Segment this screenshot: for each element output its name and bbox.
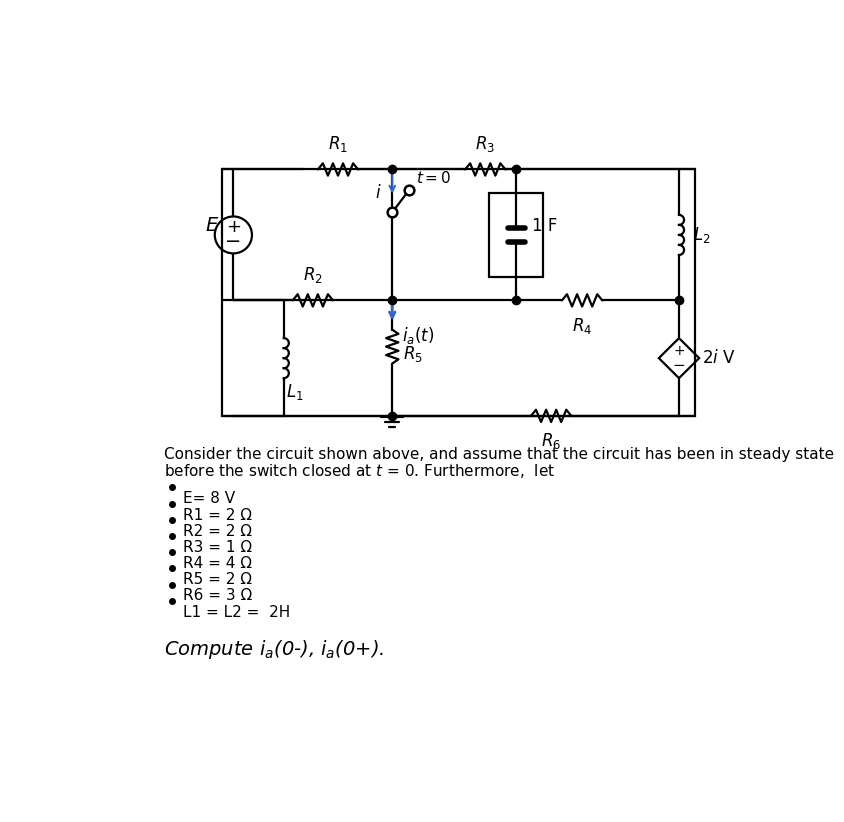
Bar <box>490 192 544 277</box>
Text: $R_2$: $R_2$ <box>303 265 322 285</box>
Text: −: − <box>225 233 241 252</box>
Text: $R_5$: $R_5$ <box>403 344 423 364</box>
Bar <box>222 169 695 416</box>
Text: −: − <box>673 358 685 372</box>
Text: R6 = 3 Ω: R6 = 3 Ω <box>183 589 252 603</box>
Text: R4 = 4 Ω: R4 = 4 Ω <box>183 556 252 571</box>
Text: $i_a(t)$: $i_a(t)$ <box>402 325 434 346</box>
Text: $R_1$: $R_1$ <box>328 134 348 154</box>
Text: R2 = 2 Ω: R2 = 2 Ω <box>183 524 252 538</box>
Text: R5 = 2 Ω: R5 = 2 Ω <box>183 572 252 587</box>
Text: $R_3$: $R_3$ <box>475 134 495 154</box>
Text: $L_2$: $L_2$ <box>693 225 711 245</box>
Text: before the switch closed at $t$ = 0. Furthermore,  let: before the switch closed at $t$ = 0. Fur… <box>164 462 555 480</box>
Text: $t = 0$: $t = 0$ <box>415 170 451 187</box>
Text: R3 = 1 Ω: R3 = 1 Ω <box>183 540 252 555</box>
Text: +: + <box>674 344 684 358</box>
Text: $2i$ V: $2i$ V <box>702 349 736 367</box>
Text: E= 8 V: E= 8 V <box>183 492 235 506</box>
Text: $E$: $E$ <box>204 216 219 235</box>
Text: $L_1$: $L_1$ <box>286 382 304 402</box>
Text: $i$: $i$ <box>375 183 381 201</box>
Text: Consider the circuit shown above, and assume that the circuit has been in steady: Consider the circuit shown above, and as… <box>164 446 834 462</box>
Text: R1 = 2 Ω: R1 = 2 Ω <box>183 507 252 523</box>
Text: 1 F: 1 F <box>532 217 557 235</box>
Text: $R_6$: $R_6$ <box>541 432 561 451</box>
Text: $R_4$: $R_4$ <box>572 316 592 335</box>
Text: +: + <box>226 218 241 236</box>
Text: Compute $i_a$(0-), $i_a$(0+).: Compute $i_a$(0-), $i_a$(0+). <box>164 638 384 661</box>
Text: L1 = L2 =  2H: L1 = L2 = 2H <box>183 604 290 620</box>
